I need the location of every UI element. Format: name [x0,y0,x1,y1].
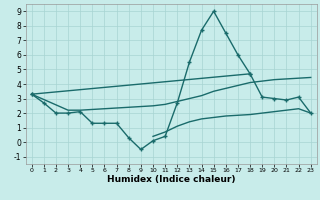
X-axis label: Humidex (Indice chaleur): Humidex (Indice chaleur) [107,175,236,184]
